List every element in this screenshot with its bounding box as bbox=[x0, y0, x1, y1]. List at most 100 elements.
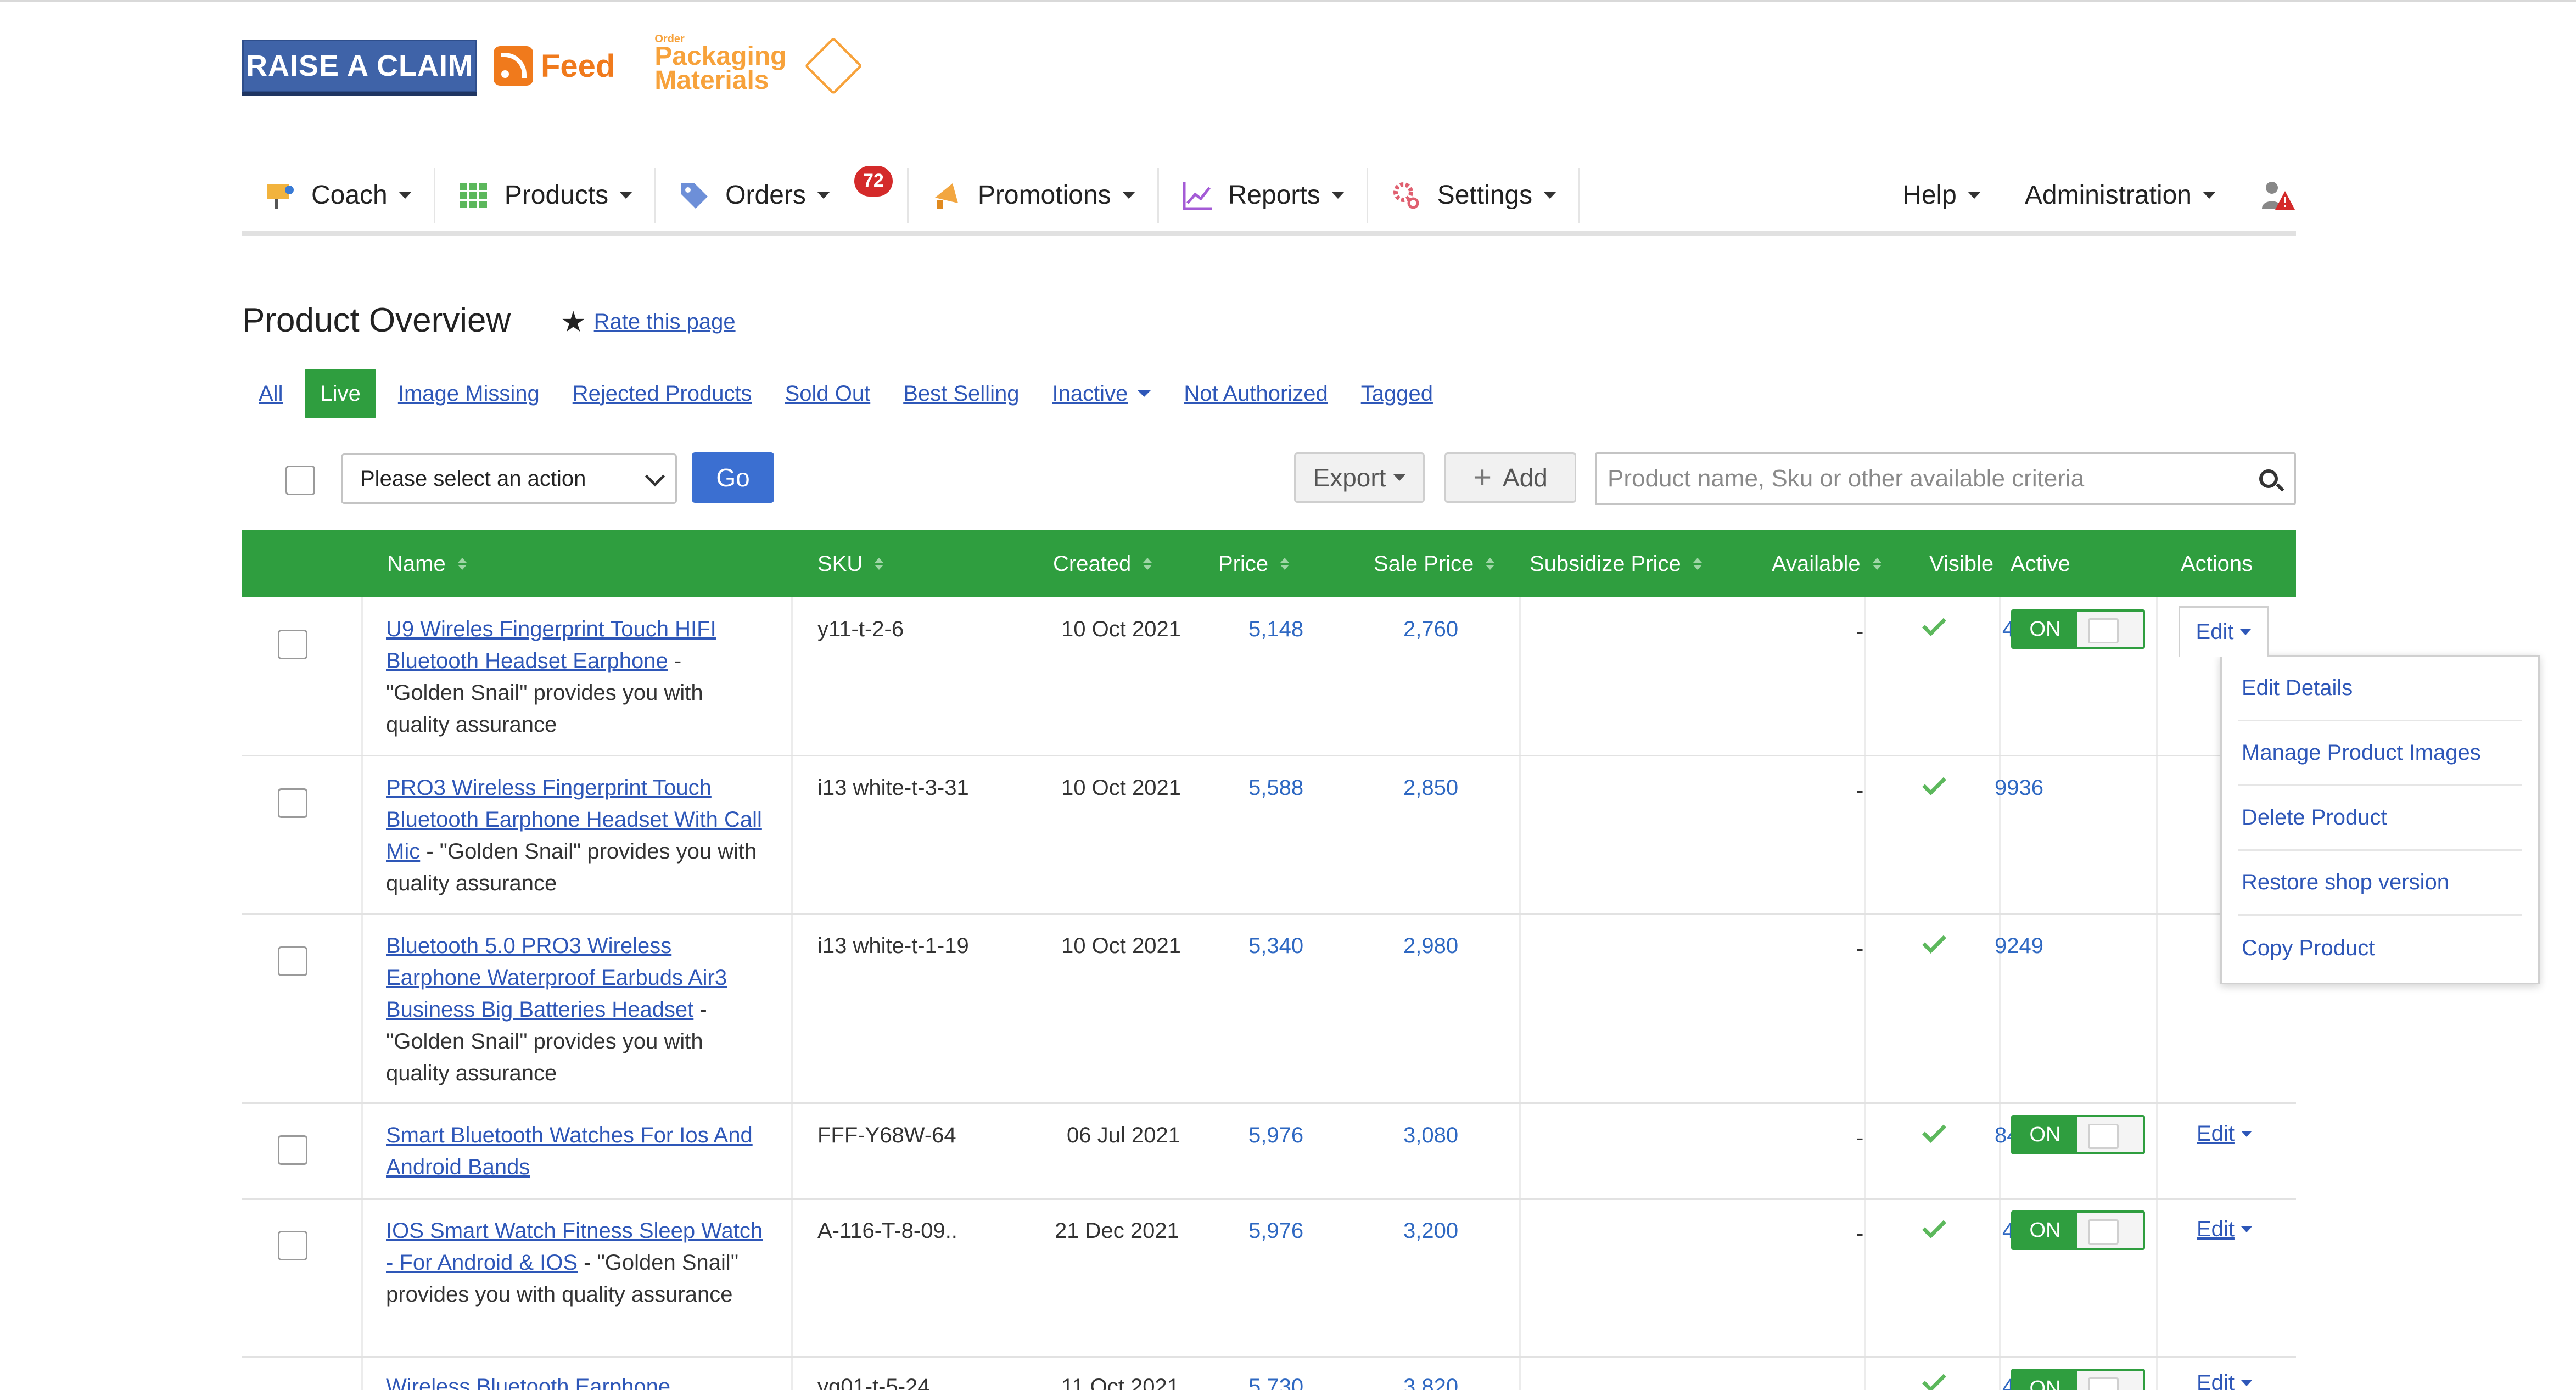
raise-claim-button[interactable]: RAISE A CLAIM bbox=[242, 40, 477, 92]
price-value[interactable]: 5,976 bbox=[1248, 1219, 1304, 1243]
menu-copy-product[interactable]: Copy Product bbox=[2242, 935, 2375, 960]
price-value[interactable]: 5,976 bbox=[1248, 1123, 1304, 1147]
nav-products[interactable]: Products bbox=[435, 167, 657, 223]
col-available[interactable]: Available bbox=[1772, 530, 1881, 597]
product-link[interactable]: IOS Smart Watch Fitness Sleep Watch - Fo… bbox=[386, 1219, 763, 1275]
available-value[interactable]: 9249 bbox=[1995, 934, 2043, 958]
page-container: RAISE A CLAIM Feed Order Packaging Mater… bbox=[242, 0, 2540, 1390]
price-value[interactable]: 5,588 bbox=[1248, 776, 1304, 800]
feed-label: Feed bbox=[541, 48, 615, 84]
select-all-checkbox[interactable] bbox=[285, 466, 315, 495]
nav-help[interactable]: Help bbox=[1880, 168, 2003, 223]
edit-dropdown-open[interactable]: Edit bbox=[2179, 606, 2269, 657]
product-link[interactable]: Wireless Bluetooth Earphone bbox=[386, 1375, 671, 1390]
col-price[interactable]: Price bbox=[1218, 530, 1290, 597]
active-toggle[interactable]: ON bbox=[2011, 1115, 2145, 1154]
menu-restore-shop-version[interactable]: Restore shop version bbox=[2238, 851, 2522, 916]
toggle-on-label: ON bbox=[2013, 1117, 2077, 1152]
nav-settings[interactable]: Settings bbox=[1368, 167, 1581, 223]
user-alert[interactable] bbox=[2238, 168, 2296, 223]
col-name-label: Name bbox=[387, 551, 446, 576]
col-created[interactable]: Created bbox=[1053, 530, 1152, 597]
row-checkbox[interactable] bbox=[278, 1135, 307, 1165]
product-name: PRO3 Wireless Fingerprint Touch Bluetoot… bbox=[386, 772, 765, 899]
menu-delete-product[interactable]: Delete Product bbox=[2238, 786, 2522, 851]
go-button[interactable]: Go bbox=[692, 452, 774, 503]
product-name: IOS Smart Watch Fitness Sleep Watch - Fo… bbox=[386, 1215, 765, 1310]
price-value[interactable]: 5,730 bbox=[1248, 1375, 1304, 1390]
filter-image-missing[interactable]: Image Missing bbox=[397, 381, 540, 406]
active-toggle[interactable]: ON bbox=[2011, 609, 2145, 649]
product-link[interactable]: Smart Bluetooth Watches For Ios And Andr… bbox=[386, 1123, 753, 1179]
nav-reports-label: Reports bbox=[1228, 181, 1320, 210]
edit-dropdown[interactable]: Edit bbox=[2197, 1371, 2252, 1390]
created-value: 10 Oct 2021 bbox=[1061, 934, 1181, 958]
product-link[interactable]: U9 Wireles Fingerprint Touch HIFI Blueto… bbox=[386, 617, 716, 673]
col-subsidize-price[interactable]: Subsidize Price bbox=[1530, 530, 1702, 597]
col-sku[interactable]: SKU bbox=[817, 530, 884, 597]
sale-price-value[interactable]: 3,080 bbox=[1403, 1123, 1459, 1147]
created-value: 06 Jul 2021 bbox=[1067, 1123, 1180, 1147]
table-row: U9 Wireles Fingerprint Touch HIFI Blueto… bbox=[242, 597, 2296, 756]
active-toggle[interactable]: ON bbox=[2011, 1210, 2145, 1250]
col-sale-price[interactable]: Sale Price bbox=[1374, 530, 1495, 597]
chevron-down-icon bbox=[2241, 1131, 2252, 1137]
filter-all[interactable]: All bbox=[259, 381, 283, 406]
nav-coach[interactable]: Coach bbox=[242, 167, 435, 223]
subsidize-value: - bbox=[1856, 1126, 1864, 1150]
sku-value: A-116-T-8-09.. bbox=[817, 1219, 957, 1243]
edit-dropdown[interactable]: Edit bbox=[2197, 1217, 2252, 1242]
menu-manage-product-images[interactable]: Manage Product Images bbox=[2238, 721, 2522, 786]
edit-label: Edit bbox=[2197, 1371, 2235, 1390]
search-icon[interactable] bbox=[2259, 469, 2278, 488]
row-checkbox[interactable] bbox=[278, 630, 307, 659]
sale-price-value[interactable]: 3,820 bbox=[1403, 1375, 1459, 1390]
bulk-action-select[interactable]: Please select an action bbox=[341, 453, 677, 504]
rss-icon bbox=[494, 46, 533, 86]
price-value[interactable]: 5,148 bbox=[1248, 617, 1304, 641]
nav-promotions[interactable]: Promotions bbox=[909, 167, 1159, 223]
filter-tagged[interactable]: Tagged bbox=[1360, 381, 1433, 406]
filter-not-authorized[interactable]: Not Authorized bbox=[1184, 381, 1328, 406]
subsidize-value: - bbox=[1856, 937, 1864, 961]
menu-edit-details[interactable]: Edit Details bbox=[2238, 657, 2522, 721]
row-checkbox[interactable] bbox=[278, 946, 307, 976]
edit-label: Edit bbox=[2197, 1217, 2235, 1241]
nav-orders[interactable]: Orders 72 bbox=[656, 165, 909, 223]
nav-administration[interactable]: Administration bbox=[2003, 168, 2238, 223]
search-input[interactable] bbox=[1597, 454, 2228, 503]
price-value[interactable]: 5,340 bbox=[1248, 934, 1304, 958]
active-toggle[interactable]: ON bbox=[2011, 1369, 2145, 1390]
filter-inactive[interactable]: Inactive bbox=[1052, 382, 1151, 406]
row-checbox[interactable] bbox=[278, 788, 307, 818]
product-link[interactable]: Bluetooth 5.0 PRO3 Wireless Earphone Wat… bbox=[386, 934, 727, 1022]
export-button[interactable]: Export bbox=[1294, 452, 1425, 503]
sort-icon bbox=[457, 558, 467, 570]
row-checkbox[interactable] bbox=[278, 1231, 307, 1260]
edit-dropdown[interactable]: Edit bbox=[2197, 1122, 2252, 1146]
sale-price-value[interactable]: 3,200 bbox=[1403, 1219, 1459, 1243]
add-button[interactable]: + Add bbox=[1444, 452, 1576, 503]
nav-reports[interactable]: Reports bbox=[1159, 167, 1368, 223]
add-label: Add bbox=[1503, 463, 1548, 492]
filter-sold-out[interactable]: Sold Out bbox=[785, 381, 871, 406]
filter-rejected[interactable]: Rejected Products bbox=[572, 381, 752, 406]
sale-price-value[interactable]: 2,760 bbox=[1403, 617, 1459, 641]
packaging-materials-link[interactable]: Order Packaging Materials bbox=[654, 33, 797, 94]
product-description: - "Golden Snail" provides you with quali… bbox=[386, 1251, 739, 1307]
packaging-order-label: Order bbox=[654, 33, 685, 45]
filter-live[interactable]: Live bbox=[305, 369, 376, 418]
filter-inactive-label: Inactive bbox=[1052, 381, 1128, 406]
col-name[interactable]: Name bbox=[387, 530, 467, 597]
rate-this-page-link[interactable]: Rate this page bbox=[593, 310, 736, 334]
product-link[interactable]: PRO3 Wireless Fingerprint Touch Bluetoot… bbox=[386, 776, 762, 864]
check-icon bbox=[1922, 612, 1946, 636]
sale-price-value[interactable]: 2,980 bbox=[1403, 934, 1459, 958]
box-icon bbox=[804, 36, 863, 96]
sale-price-value[interactable]: 2,850 bbox=[1403, 776, 1459, 800]
available-value[interactable]: 9936 bbox=[1995, 776, 2043, 800]
feed-link[interactable]: Feed bbox=[494, 46, 615, 86]
rate-this-page[interactable]: ★ Rate this page bbox=[561, 308, 736, 337]
filter-best-selling[interactable]: Best Selling bbox=[903, 381, 1020, 406]
toggle-handle bbox=[2077, 1213, 2143, 1248]
